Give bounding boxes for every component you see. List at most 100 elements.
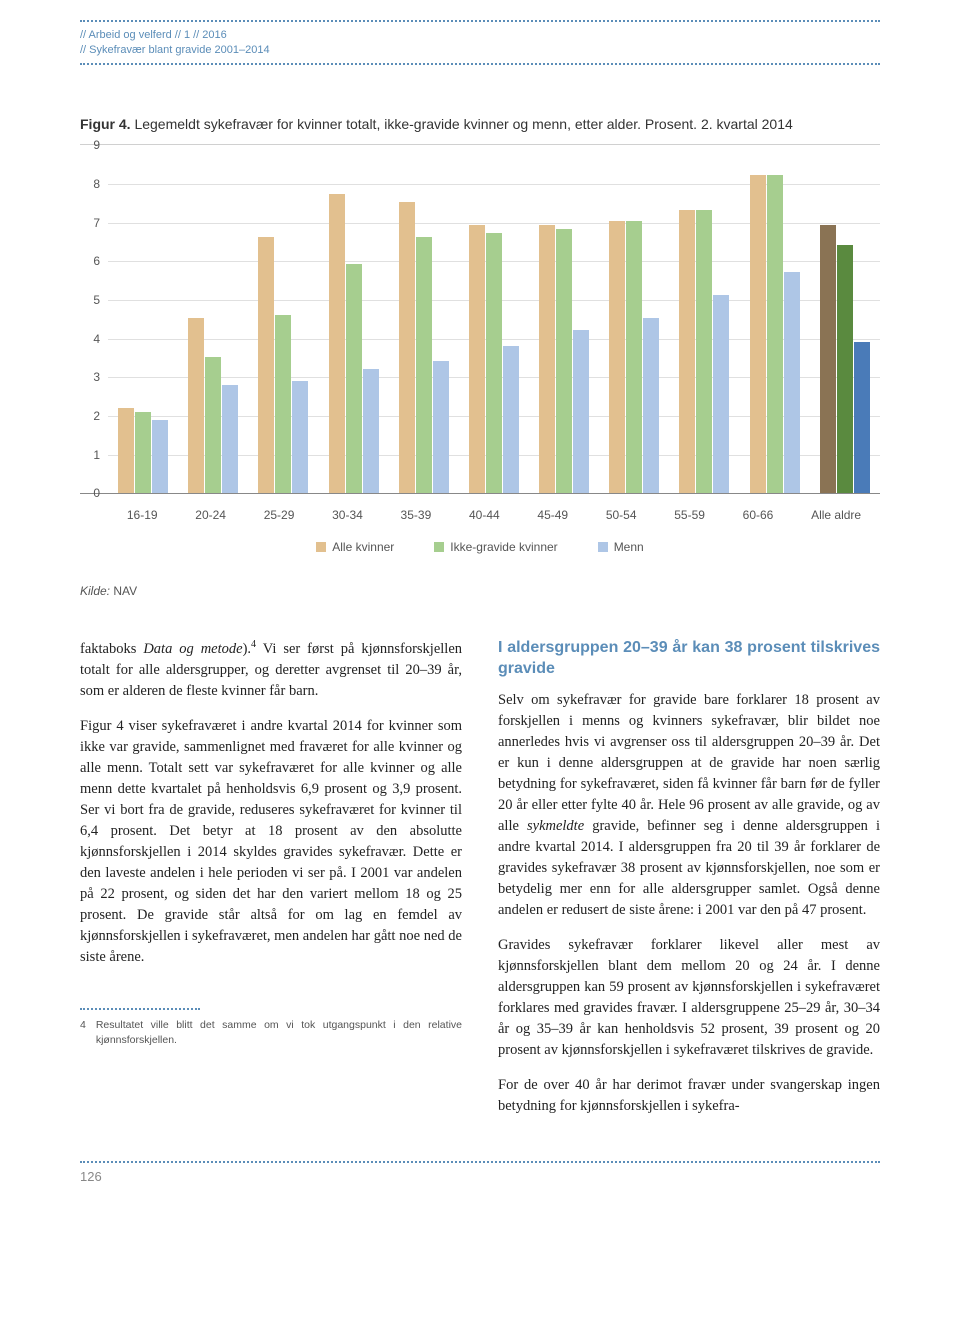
bar	[188, 318, 204, 493]
figure-number: Figur 4.	[80, 116, 131, 132]
chart-x-axis: 16-1920-2425-2930-3435-3940-4445-4950-54…	[108, 502, 880, 522]
y-tick: 9	[93, 138, 100, 152]
bar	[750, 175, 766, 494]
bar	[539, 225, 555, 493]
legend-item: Ikke-gravide kvinner	[434, 540, 557, 554]
x-tick: 25-29	[264, 508, 295, 522]
bar	[433, 361, 449, 493]
legend-label: Ikke-gravide kvinner	[450, 540, 557, 554]
chart-source: Kilde: NAV	[80, 584, 880, 598]
bar	[275, 315, 291, 494]
x-tick: 45-49	[537, 508, 568, 522]
bar	[696, 210, 712, 494]
page-footer: 126	[80, 1161, 880, 1184]
x-tick: 55-59	[674, 508, 705, 522]
y-tick: 3	[93, 370, 100, 384]
x-tick: 50-54	[606, 508, 637, 522]
bar	[346, 264, 362, 493]
x-tick: Alle aldre	[811, 508, 861, 522]
y-tick: 5	[93, 293, 100, 307]
legend-item: Menn	[598, 540, 644, 554]
chart-y-axis: 0123456789	[80, 145, 104, 493]
x-tick: 16-19	[127, 508, 158, 522]
body-para: Selv om sykefravær for gravide bare fork…	[498, 690, 880, 921]
source-label: Kilde:	[80, 584, 110, 598]
legend-swatch	[598, 542, 608, 552]
y-tick: 1	[93, 448, 100, 462]
bar	[399, 202, 415, 494]
bar-group	[188, 318, 238, 493]
bar	[135, 412, 151, 494]
bar	[222, 385, 238, 494]
bar	[292, 381, 308, 494]
body-columns: faktaboks Data og metode).4 Vi ser først…	[80, 638, 880, 1131]
x-tick: 40-44	[469, 508, 500, 522]
section-heading: I aldersgruppen 20–39 år kan 38 prosent …	[498, 638, 880, 680]
bar-group	[539, 225, 589, 493]
header-meta: // Arbeid og velferd // 1 // 2016 // Syk…	[80, 26, 880, 63]
y-tick: 6	[93, 254, 100, 268]
bar	[609, 221, 625, 493]
footnote-number: 4	[80, 1018, 86, 1047]
body-para: Figur 4 viser sykefraværet i andre kvart…	[80, 716, 462, 968]
chart-plot-area	[108, 145, 880, 493]
footnote-rule	[80, 1008, 200, 1010]
bar	[469, 225, 485, 493]
bar	[767, 175, 783, 494]
bar	[679, 210, 695, 494]
bar	[486, 233, 502, 494]
page-number: 126	[80, 1169, 880, 1184]
y-tick: 7	[93, 216, 100, 230]
bar	[556, 229, 572, 493]
top-dotted-rule	[80, 20, 880, 22]
bar-group	[258, 237, 308, 494]
bar	[118, 408, 134, 494]
figure-title: Legemeldt sykefravær for kvinner totalt,…	[134, 116, 792, 132]
bar	[784, 272, 800, 494]
bar	[152, 420, 168, 494]
x-tick: 35-39	[401, 508, 432, 522]
bar	[205, 357, 221, 493]
bar	[713, 295, 729, 493]
bar	[329, 194, 345, 493]
legend-label: Alle kvinner	[332, 540, 394, 554]
y-tick: 2	[93, 409, 100, 423]
legend-item: Alle kvinner	[316, 540, 394, 554]
right-column: I aldersgruppen 20–39 år kan 38 prosent …	[498, 638, 880, 1131]
bar-group	[399, 202, 449, 494]
bar-group	[118, 408, 168, 494]
footnote: 4 Resultatet ville blitt det samme om vi…	[80, 1018, 462, 1047]
body-para: For de over 40 år har derimot fravær und…	[498, 1075, 880, 1117]
bar-group	[750, 175, 800, 494]
header-line-2: // Sykefravær blant gravide 2001–2014	[80, 43, 880, 58]
bar	[626, 221, 642, 493]
bar	[820, 225, 836, 493]
legend-swatch	[434, 542, 444, 552]
bar-group	[469, 225, 519, 493]
left-column: faktaboks Data og metode).4 Vi ser først…	[80, 638, 462, 1131]
y-tick: 4	[93, 332, 100, 346]
legend-label: Menn	[614, 540, 644, 554]
bar	[416, 237, 432, 494]
bar-group	[679, 210, 729, 494]
y-tick: 8	[93, 177, 100, 191]
y-tick: 0	[93, 486, 100, 500]
bar	[363, 369, 379, 493]
header-line-1: // Arbeid og velferd // 1 // 2016	[80, 28, 880, 43]
body-para: faktaboks Data og metode).4 Vi ser først…	[80, 638, 462, 702]
body-para: Gravides sykefravær forklarer likevel al…	[498, 935, 880, 1061]
legend-swatch	[316, 542, 326, 552]
bar	[573, 330, 589, 493]
x-tick: 60-66	[743, 508, 774, 522]
footnote-text: Resultatet ville blitt det samme om vi t…	[96, 1018, 462, 1047]
bar-chart: 0123456789	[80, 144, 880, 494]
bar-group	[329, 194, 379, 493]
bar	[837, 245, 853, 494]
bar	[258, 237, 274, 494]
bar	[643, 318, 659, 493]
figure-caption: Figur 4. Legemeldt sykefravær for kvinne…	[80, 115, 880, 135]
bar	[854, 342, 870, 494]
x-tick: 30-34	[332, 508, 363, 522]
bar-group	[820, 225, 870, 493]
header-bottom-rule	[80, 63, 880, 65]
